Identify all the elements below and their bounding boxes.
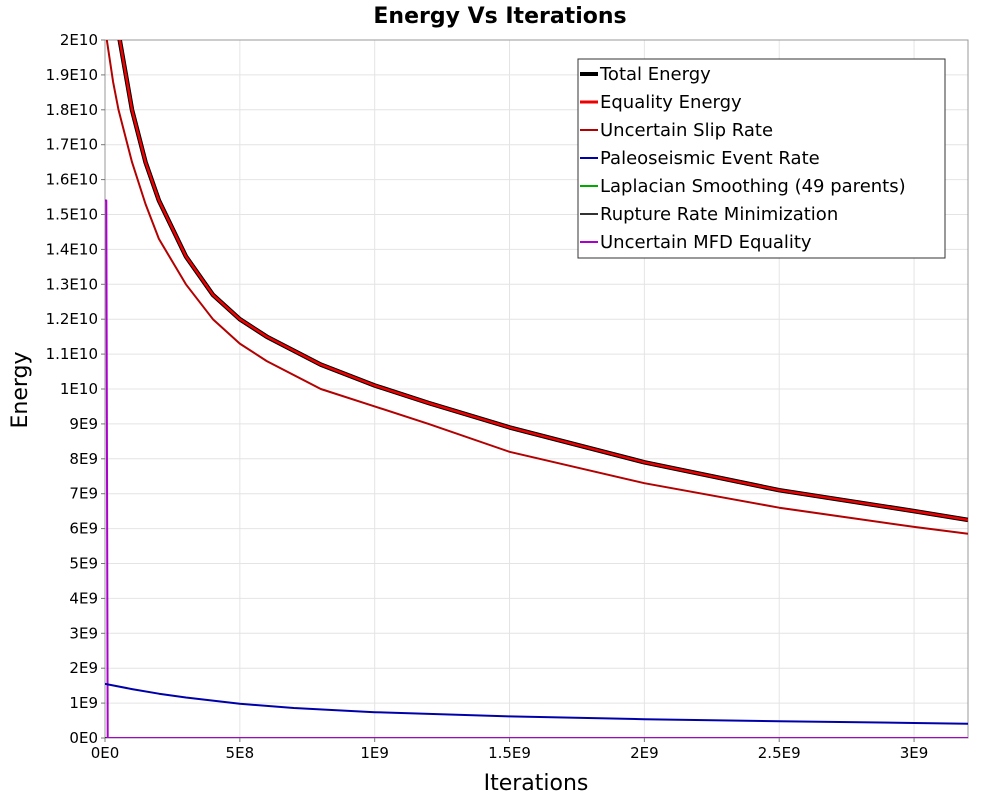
y-tick-label: 9E9 [69,415,98,433]
x-tick-label: 1.5E9 [488,744,531,762]
series-line-uncertain-slip-rate [105,40,968,535]
y-tick-label: 1.6E10 [46,171,98,189]
x-tick-label: 1E9 [360,744,389,762]
legend-label-paleoseismic-event-rate: Paleoseismic Event Rate [600,148,820,169]
legend-box [577,58,946,259]
legend: Total Energy Equality Energy Uncertain Sli… [577,58,946,259]
legend-label-equality-energy: Equality Energy [600,92,742,113]
y-tick-label: 1.4E10 [46,240,98,258]
x-tick-label: 3E9 [900,744,929,762]
y-tick-label: 7E9 [69,485,98,503]
legend-label-rupture-rate-minimization: Rupture Rate Minimization [600,204,838,225]
legend-label-uncertain-slip-rate: Uncertain Slip Rate [600,120,773,141]
y-axis-label: Energy [8,351,33,428]
y-tick-label: 1.2E10 [46,310,98,328]
legend-label-total-energy: Total Energy [599,64,711,85]
y-tick-label: 6E9 [69,520,98,538]
x-tick-label: 5E8 [226,744,255,762]
x-tick-label: 0E0 [91,744,120,762]
tick-layer: 0E0 5E8 1E9 1.5E9 2E9 2.5E9 3E9 0E0 1E9 2E9 3E9 4E9… [46,31,929,762]
legend-label-laplacian-smoothing-49-parents: Laplacian Smoothing (49 parents) [600,176,906,197]
y-tick-label: 2E10 [60,31,98,49]
y-tick-label: 0E0 [69,729,98,747]
series-line-uncertain-mfd-equality [105,199,968,738]
y-tick-label: 1E10 [60,380,98,398]
y-tick-label: 1.9E10 [46,66,98,84]
y-tick-label: 1.1E10 [46,345,98,363]
y-tick-label: 1.3E10 [46,275,98,293]
series-layer [105,40,968,738]
y-tick-label: 1.5E10 [46,206,98,224]
series-line-paleoseismic-event-rate [105,682,968,725]
y-tick-label: 5E9 [69,555,98,573]
legend-label-uncertain-mfd-equality: Uncertain MFD Equality [600,232,812,253]
x-tick-label: 2E9 [630,744,659,762]
x-axis-label: Iterations [484,771,589,796]
y-tick-label: 1.8E10 [46,101,98,119]
y-tick-label: 2E9 [69,659,98,677]
y-tick-label: 3E9 [69,624,98,642]
chart-title: Energy Vs Iterations [373,4,626,29]
series-line-equality-energy [118,40,968,522]
y-tick-label: 8E9 [69,450,98,468]
y-tick-label: 1E9 [69,694,98,712]
y-tick-label: 4E9 [69,589,98,607]
y-tick-label: 1.7E10 [46,136,98,154]
x-tick-label: 2.5E9 [758,744,801,762]
